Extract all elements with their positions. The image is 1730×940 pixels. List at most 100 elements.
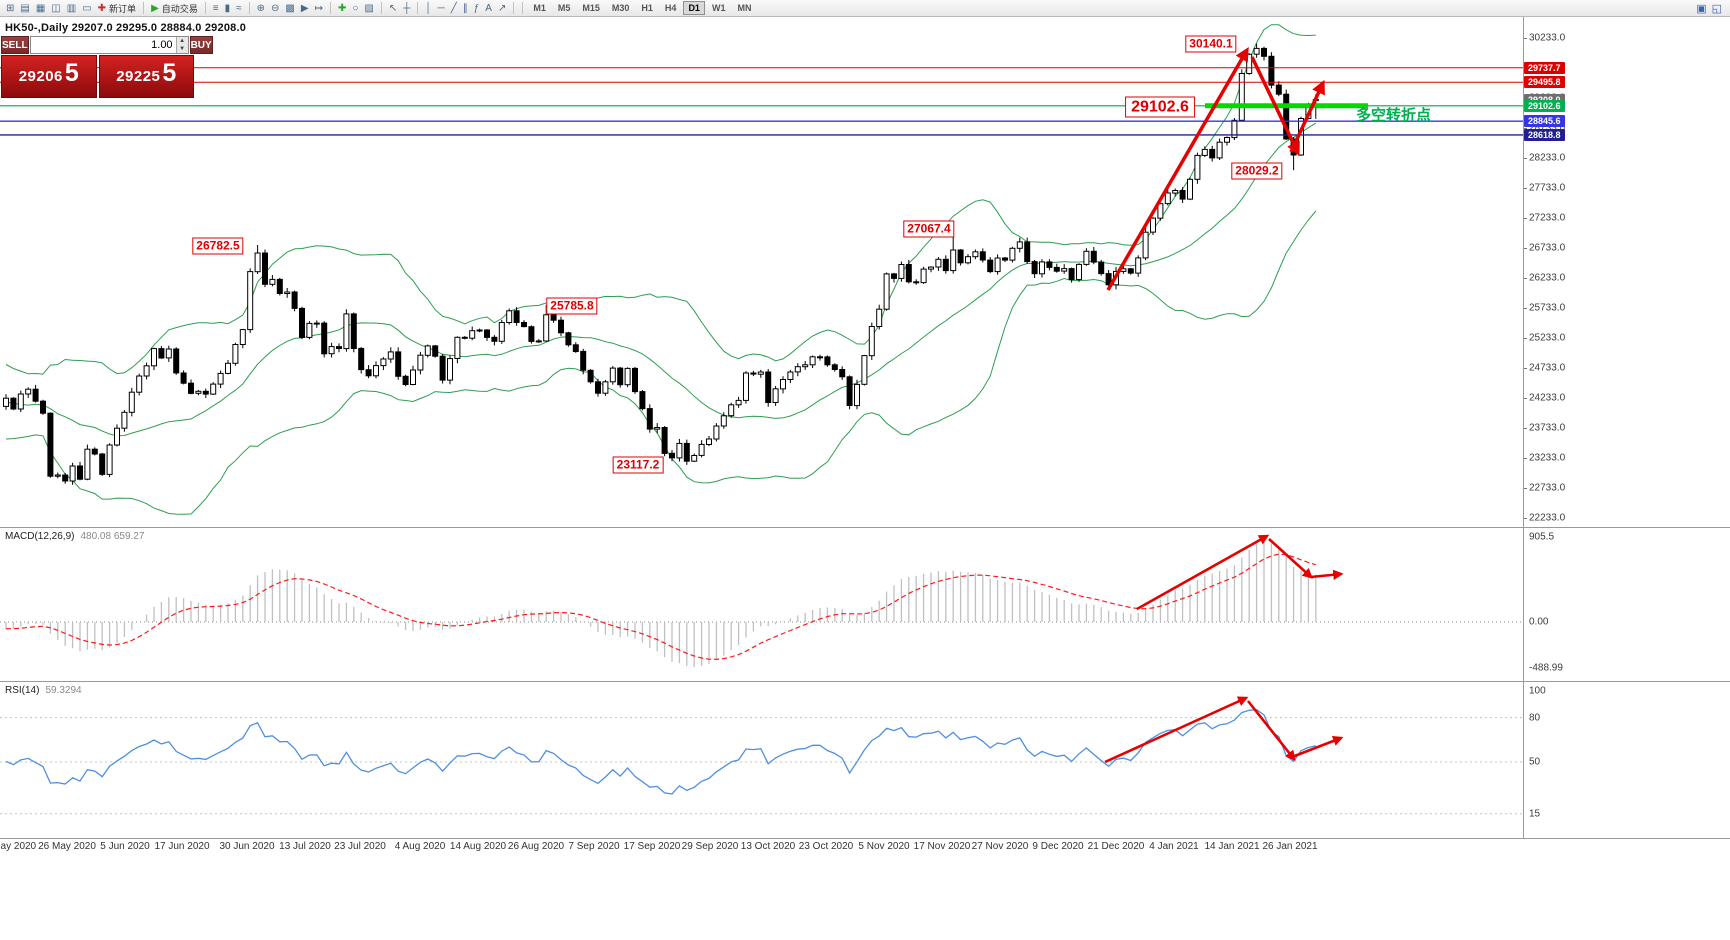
timeframe-H1[interactable]: H1 [641, 3, 653, 13]
fullscreen-icon[interactable]: ◱ [1711, 2, 1722, 15]
price-annotation[interactable]: 29102.6 [1125, 96, 1195, 118]
add-indicator-button-glyph: ✚ [337, 2, 347, 14]
candle-chart-button[interactable]: ▮ [222, 1, 234, 16]
vertical-line-button[interactable]: │ [422, 1, 434, 16]
text-button[interactable]: A [482, 1, 495, 16]
price-annotation[interactable]: 26782.5 [192, 237, 244, 255]
date-axis-separator [0, 838, 1730, 839]
price-annotation[interactable]: 30140.1 [1185, 35, 1237, 53]
macd-pane[interactable] [0, 529, 1523, 681]
channel-button[interactable]: ∥ [460, 1, 471, 16]
data-window-button[interactable]: ◫ [48, 1, 63, 16]
arrows-button[interactable]: ↗ [495, 1, 509, 16]
navigator-button-glyph: ▥ [66, 2, 77, 14]
timeframe-D1[interactable]: D1 [683, 1, 705, 15]
terminal-button[interactable]: ▭ [79, 1, 94, 16]
horizontal-level-lines[interactable] [0, 67, 1523, 136]
price-tick-mark [1523, 398, 1527, 399]
market-watch-button[interactable]: ▦ [33, 1, 48, 16]
price-tick-mark [1523, 488, 1527, 489]
crosshair-button[interactable]: ┼ [400, 1, 413, 16]
tile-windows-button[interactable]: ▩ [282, 1, 297, 16]
volume-up-icon[interactable]: ▲ [179, 37, 186, 44]
chart-list-icon[interactable]: ▣ [1696, 2, 1707, 15]
chart-shift-button[interactable]: ↦ [312, 1, 326, 16]
auto-trading-button[interactable]: ▶ 自动交易 [148, 1, 201, 16]
price-tick-mark [1523, 308, 1527, 309]
price-tick-mark [1523, 458, 1527, 459]
date-tick-label: 13 Oct 2020 [740, 841, 796, 852]
volume-input[interactable] [30, 37, 176, 53]
toolbar-separator [513, 2, 515, 14]
line-chart-button[interactable]: ≈ [233, 1, 245, 16]
price-annotation[interactable]: 23117.2 [612, 456, 664, 474]
buy-price-frac: 5 [162, 59, 177, 87]
macd-scale-label: 0.00 [1529, 616, 1549, 628]
profiles-button[interactable]: ▤ [17, 1, 32, 16]
new-order-button-label: 新订单 [109, 3, 137, 14]
buy-price-button[interactable]: 29225 5 [98, 55, 194, 98]
auto-scroll-button[interactable]: ▶ [298, 1, 312, 16]
date-tick-label: 27 Nov 2020 [971, 841, 1029, 852]
timeframe-H4[interactable]: H4 [664, 3, 677, 13]
navigator-button[interactable]: ▥ [64, 1, 79, 16]
macd-values: 480.08 659.27 [80, 531, 145, 542]
rsi-scale-label: 100 [1529, 685, 1546, 697]
volume-down-icon[interactable]: ▼ [179, 45, 186, 52]
chart-title: HK50-,Daily 29207.0 29295.0 28884.0 2920… [5, 22, 246, 34]
templates-button[interactable]: ▨ [361, 1, 376, 16]
horizontal-line-button[interactable]: ─ [435, 1, 448, 16]
toolbar-separator [143, 2, 145, 14]
trendline-button[interactable]: ╱ [448, 1, 460, 16]
date-tick-label: 13 Jul 2020 [279, 841, 331, 852]
new-chart-button[interactable]: ⊞ [3, 1, 17, 16]
timeframe-M1[interactable]: M1 [533, 3, 546, 13]
bar-chart-button-glyph: ≡ [212, 2, 219, 14]
rsi-pane[interactable] [0, 683, 1523, 837]
zoom-in-button[interactable]: ⊕ [254, 1, 268, 16]
sell-price-button[interactable]: 29206 5 [1, 55, 97, 98]
rsi-value: 59.3294 [45, 685, 82, 696]
cursor-button[interactable]: ↖ [386, 1, 400, 16]
rsi-scale-label: 50 [1529, 756, 1541, 768]
zoom-out-button-glyph: ⊖ [271, 2, 280, 14]
zoom-out-button[interactable]: ⊖ [268, 1, 282, 16]
main-chart-pane[interactable] [0, 17, 1523, 527]
templates-button-glyph: ▨ [364, 2, 374, 14]
pivot-note-text[interactable]: 多空转折点 [1356, 107, 1432, 124]
new-chart-button-glyph: ⊞ [6, 2, 15, 14]
price-annotation[interactable]: 27067.4 [903, 220, 955, 238]
add-indicator-button[interactable]: ✚ [335, 1, 349, 16]
timeframe-M30[interactable]: M30 [611, 3, 630, 13]
timeframe-W1[interactable]: W1 [711, 3, 726, 13]
pane-separator[interactable] [0, 681, 1730, 682]
one-click-trade-panel: SELL ▲ ▼ BUY 29206 5 29225 5 [1, 36, 213, 98]
macd-histogram [5, 540, 1317, 667]
rsi-scale-label: 80 [1529, 712, 1541, 724]
crosshair-button-glyph: ┼ [403, 2, 411, 14]
price-annotation[interactable]: 25785.8 [546, 297, 598, 315]
volume-field: ▲ ▼ [29, 36, 189, 54]
sell-button[interactable]: SELL [1, 36, 29, 54]
price-annotation[interactable]: 28029.2 [1231, 162, 1283, 180]
trendline-button-glyph: ╱ [450, 2, 457, 14]
new-order-button[interactable]: ✚ 新订单 [95, 1, 139, 16]
price-tick-label: 22233.0 [1529, 512, 1566, 524]
rsi-label: RSI(14) 59.3294 [5, 685, 82, 696]
timeframe-MN[interactable]: MN [737, 3, 752, 13]
date-tick-label: 30 Jun 2020 [219, 841, 275, 852]
timeframe-M15[interactable]: M15 [582, 3, 600, 13]
pane-separator[interactable] [0, 527, 1730, 528]
rsi-name: RSI(14) [5, 685, 40, 696]
price-tick-label: 27233.0 [1529, 212, 1566, 224]
timeframe-M5[interactable]: M5 [557, 3, 571, 13]
auto-trading-button-label: 自动交易 [161, 3, 198, 14]
buy-button[interactable]: BUY [189, 36, 213, 54]
bar-chart-button[interactable]: ≡ [210, 1, 222, 16]
price-badge: 29102.6 [1524, 99, 1565, 112]
toolbar-separator [248, 2, 250, 14]
date-tick-label: 14 Jan 2021 [1204, 841, 1260, 852]
price-tick-label: 23233.0 [1529, 452, 1566, 464]
fibonacci-button[interactable]: ƒ [471, 1, 483, 16]
periods-button[interactable]: ○ [349, 1, 361, 16]
